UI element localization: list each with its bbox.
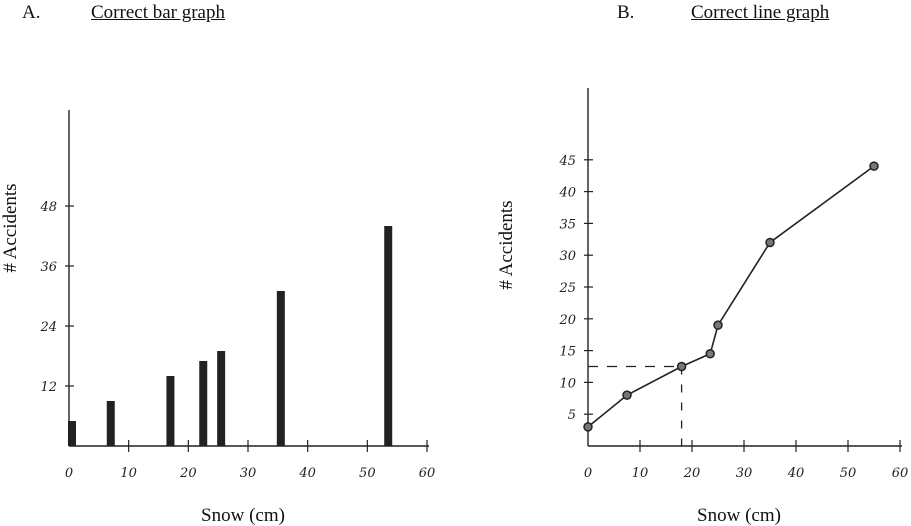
x-tick-label: 60 bbox=[419, 466, 436, 481]
x-tick-label: 20 bbox=[179, 466, 197, 481]
series-line bbox=[587, 165, 875, 428]
bar bbox=[384, 226, 393, 446]
y-tick-label: 36 bbox=[40, 260, 57, 275]
panel-a-letter: A. bbox=[22, 2, 41, 23]
y-tick-label: 15 bbox=[559, 345, 576, 360]
panel-b-letter: B. bbox=[617, 2, 635, 23]
x-tick-label: 20 bbox=[683, 466, 701, 481]
y-axis-label: # Accidents bbox=[0, 183, 21, 272]
y-tick-label: 48 bbox=[39, 200, 57, 215]
x-axis-label: Snow (cm) bbox=[201, 505, 285, 526]
y-tick-label: 25 bbox=[558, 281, 576, 296]
x-tick-label: 0 bbox=[584, 466, 592, 481]
x-tick-label: 50 bbox=[840, 466, 857, 481]
x-tick-label: 10 bbox=[120, 466, 137, 481]
y-tick-label: 45 bbox=[558, 154, 576, 169]
y-tick-label: 5 bbox=[568, 408, 576, 423]
data-point bbox=[676, 361, 687, 372]
x-tick-label: 10 bbox=[632, 466, 649, 481]
y-tick-label: 24 bbox=[39, 320, 57, 335]
bar bbox=[67, 421, 76, 446]
data-point bbox=[622, 390, 632, 400]
bar bbox=[166, 376, 175, 446]
panel-b-title: Correct line graph bbox=[691, 2, 830, 23]
bar bbox=[199, 361, 208, 446]
x-tick-label: 40 bbox=[787, 466, 805, 481]
x-tick-label: 50 bbox=[359, 466, 376, 481]
x-tick-label: 60 bbox=[892, 466, 909, 481]
x-tick-label: 0 bbox=[65, 466, 73, 481]
data-point bbox=[765, 237, 775, 248]
y-tick-label: 40 bbox=[558, 186, 576, 201]
panel-a-title: Correct bar graph bbox=[91, 2, 225, 23]
y-tick-label: 20 bbox=[558, 313, 576, 328]
bar bbox=[276, 291, 285, 446]
y-tick-label: 30 bbox=[559, 249, 576, 264]
data-point bbox=[583, 422, 593, 432]
y-axis-label: # Accidents bbox=[496, 200, 517, 289]
x-tick-label: 30 bbox=[736, 466, 753, 481]
bar bbox=[106, 401, 115, 446]
x-axis-label: Snow (cm) bbox=[697, 505, 781, 526]
x-tick-label: 40 bbox=[298, 466, 316, 481]
data-point bbox=[705, 349, 715, 359]
y-tick-label: 12 bbox=[40, 380, 57, 395]
y-tick-label: 10 bbox=[559, 376, 576, 391]
x-tick-label: 30 bbox=[240, 466, 257, 481]
data-point bbox=[869, 161, 879, 171]
bar bbox=[217, 351, 226, 446]
data-point bbox=[713, 320, 723, 330]
y-tick-label: 35 bbox=[559, 217, 576, 232]
